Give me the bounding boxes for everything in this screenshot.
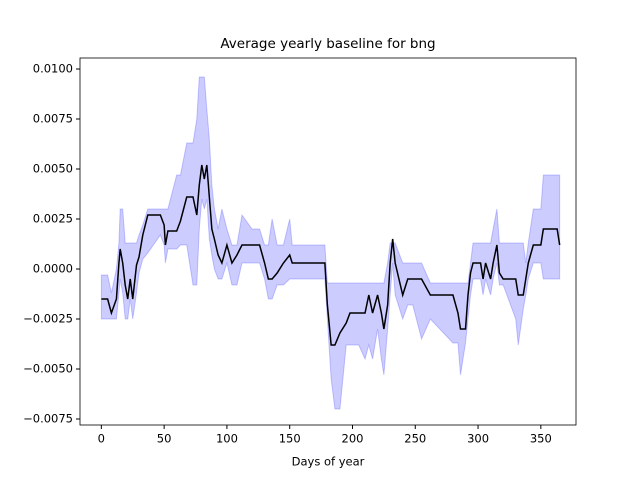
- x-tick-label: 350: [530, 432, 552, 446]
- y-tick-label: 0.0000: [33, 262, 73, 276]
- x-tick-label: 200: [342, 432, 364, 446]
- x-axis-label: Days of year: [292, 455, 365, 469]
- y-tick-label: 0.0075: [33, 112, 73, 126]
- y-tick-label: 0.0050: [33, 162, 73, 176]
- y-tick-label: −0.0075: [23, 412, 73, 426]
- y-tick-label: 0.0025: [33, 212, 73, 226]
- mean-line: [101, 164, 561, 346]
- plot-frame: [79, 57, 577, 426]
- y-tick-label: −0.0025: [23, 312, 73, 326]
- x-tick-label: 0: [98, 432, 105, 446]
- y-tick-label: −0.0050: [23, 362, 73, 376]
- x-tick-label: 300: [467, 432, 489, 446]
- y-tick-label: 0.0100: [33, 62, 73, 76]
- x-tick-label: 100: [216, 432, 238, 446]
- x-tick-label: 50: [157, 432, 172, 446]
- chart-title: Average yearly baseline for bng: [220, 36, 435, 52]
- x-tick-label: 250: [404, 432, 426, 446]
- x-tick-label: 150: [279, 432, 301, 446]
- confidence-band: [100, 76, 561, 410]
